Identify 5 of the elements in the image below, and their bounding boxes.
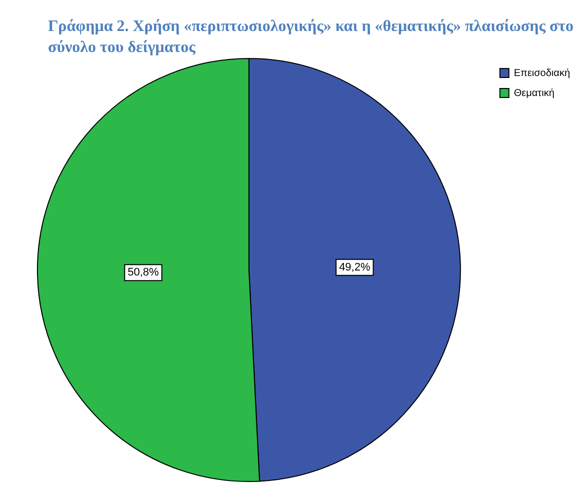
- legend-label: Επεισοδιακή: [514, 68, 570, 79]
- legend-label: Θεματική: [514, 88, 554, 99]
- chart-title: Γράφημα 2. Χρήση «περιπτωσιολογικής» και η «θεματικής» πλαισίωσης στο σύνολο του δείγματος: [47, 17, 575, 58]
- data-label: 49,2%: [339, 261, 370, 274]
- data-label: 50,8%: [128, 266, 160, 279]
